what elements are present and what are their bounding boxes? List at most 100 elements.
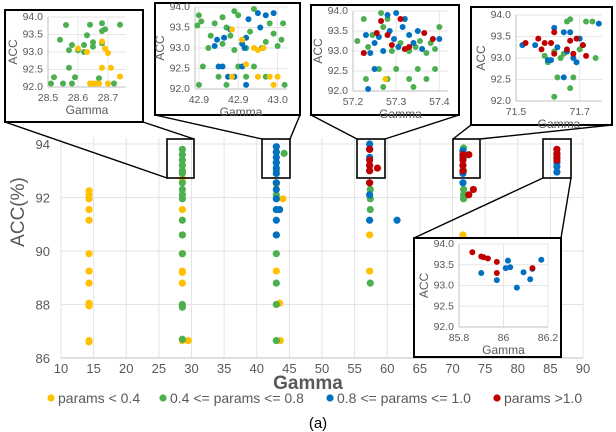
inset-x-tick-label: 71.5 (506, 106, 527, 118)
data-point (459, 195, 468, 203)
data-point (469, 185, 477, 194)
inset-data-point (207, 32, 214, 39)
legend-label: params < 0.4 (58, 390, 140, 406)
inset-data-point (354, 38, 361, 44)
inset-data-point (388, 42, 395, 48)
inset-data-point (541, 52, 548, 59)
inset-data-point (592, 55, 599, 61)
data-point (85, 205, 93, 214)
inset-data-point (221, 34, 228, 41)
inset-data-point (507, 264, 514, 271)
data-point (272, 195, 280, 203)
inset-data-point (239, 36, 246, 43)
data-point (366, 231, 374, 239)
inset-data-point (576, 46, 583, 53)
y-tick-label: 92 (36, 191, 50, 206)
inset-y-tick-label: 92.0 (328, 85, 349, 97)
inset-data-point (211, 20, 218, 27)
inset-x-tick-label: 42.9 (189, 94, 210, 106)
inset-chart: 92.0 92.5 93.0 93.5 94.0 42.9 42.9 43.0 Gamma ACC (153, 1, 301, 119)
inset-data-point (421, 30, 428, 36)
inset-data-point (117, 73, 123, 80)
inset-data-point (231, 47, 238, 54)
data-point (459, 151, 467, 159)
inset-data-point (532, 42, 539, 49)
inset-x-tick-label: 42.9 (228, 94, 249, 106)
inset-data-point (254, 73, 261, 80)
inset-data-point (551, 93, 558, 100)
connector-line (452, 124, 472, 140)
data-point (272, 231, 280, 239)
inset-data-point (548, 39, 555, 46)
inset-x-tick-label: 57.2 (343, 96, 364, 108)
x-tick-label: 20 (119, 361, 133, 376)
inset-data-point (388, 48, 395, 54)
inset-data-point (72, 74, 78, 81)
data-point (272, 153, 280, 161)
legend-marker-icon (47, 394, 55, 402)
inset-data-point (247, 28, 254, 35)
connector-line (413, 177, 544, 239)
inset-data-point (260, 45, 267, 51)
x-tick-label: 65 (413, 361, 427, 376)
legend-marker-icon (159, 394, 167, 402)
legend-label: params >1.0 (504, 390, 582, 406)
inset-data-point (378, 10, 385, 16)
inset-data-point (280, 20, 287, 27)
inset-data-point (380, 84, 387, 90)
data-point (373, 164, 382, 172)
inset-data-point (195, 12, 202, 19)
inset-y-tick-label: 93.5 (328, 25, 349, 37)
inset-data-point (527, 276, 534, 283)
inset-data-point (99, 20, 105, 27)
inset-data-point (266, 20, 273, 27)
inset-y-tick-label: 94.0 (491, 9, 512, 21)
inset-data-point (274, 42, 281, 49)
inset-data-point (250, 6, 257, 13)
inset-data-point (493, 258, 500, 265)
legend-marker-icon (326, 394, 334, 402)
data-point (85, 267, 93, 275)
inset-data-point (567, 29, 574, 36)
x-tick-label: 60 (380, 361, 394, 376)
inset-data-point (554, 44, 561, 51)
inset-data-point (416, 38, 423, 44)
data-point (272, 148, 280, 156)
data-point (85, 279, 93, 287)
x-tick-label: 45 (282, 361, 296, 376)
x-tick-label: 40 (250, 361, 264, 376)
inset-data-point (231, 8, 238, 15)
x-tick-label: 15 (86, 361, 100, 376)
data-point (272, 337, 280, 345)
data-point (459, 161, 467, 169)
inset-data-point (397, 16, 404, 22)
data-point (184, 337, 192, 345)
inset-y-axis-label: ACC (311, 38, 325, 64)
x-tick-label: 70 (445, 361, 459, 376)
inset-data-point (262, 38, 269, 45)
inset-data-point (75, 45, 81, 52)
data-point (272, 169, 280, 178)
inset-data-point (105, 80, 111, 87)
inset-chart: 92.0 92.5 93.0 93.5 94.0 57.2 57.3 57.4 Gamma ACC (310, 4, 460, 121)
inset-data-point (262, 12, 269, 19)
data-point (366, 140, 374, 148)
inset-data-point (105, 50, 111, 57)
inset-y-axis-label: ACC (153, 35, 167, 61)
data-point (178, 250, 186, 258)
inset-data-point (243, 81, 250, 88)
data-point (178, 303, 186, 311)
inset-data-point (384, 32, 391, 38)
inset-data-point (219, 40, 226, 47)
connector-line (310, 114, 358, 140)
zoom-box (166, 138, 195, 179)
data-point (465, 151, 473, 159)
inset-data-point (215, 73, 222, 80)
data-point (459, 167, 467, 175)
zoom-box (542, 138, 572, 179)
legend-label: 0.8 <= params <= 1.0 (337, 390, 471, 406)
data-point (272, 250, 280, 258)
inset-data-point (380, 24, 387, 30)
zoom-connectors (4, 114, 613, 239)
